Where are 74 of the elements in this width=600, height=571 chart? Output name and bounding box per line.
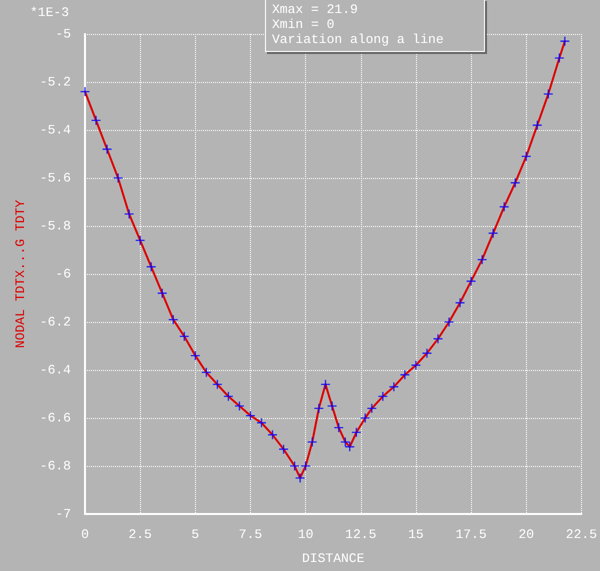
y-tick-label: -5.6 xyxy=(40,170,71,186)
y-tick-label: -6.4 xyxy=(40,362,72,378)
point xyxy=(499,202,510,212)
point xyxy=(201,367,212,378)
y-tick-label: -5.2 xyxy=(40,74,71,90)
point xyxy=(400,370,410,380)
point xyxy=(476,254,488,265)
point xyxy=(360,412,370,424)
y-tick-label: -5.8 xyxy=(40,218,71,234)
point xyxy=(560,36,570,46)
point xyxy=(135,235,146,246)
y-tick-label: -5.4 xyxy=(40,122,72,138)
point xyxy=(314,403,324,414)
x-tick-label: 20 xyxy=(518,527,534,542)
point xyxy=(466,276,476,286)
y-tick-label: -6.6 xyxy=(40,410,71,426)
x-tick-label: 2.5 xyxy=(128,527,152,542)
point xyxy=(444,316,454,328)
point xyxy=(351,427,362,438)
point xyxy=(410,360,422,370)
point xyxy=(223,391,234,402)
point xyxy=(378,391,388,402)
point xyxy=(294,472,306,484)
point xyxy=(454,298,466,308)
point xyxy=(326,400,338,412)
point xyxy=(422,348,432,358)
point xyxy=(102,144,112,154)
point xyxy=(320,379,331,390)
point xyxy=(521,151,532,162)
point xyxy=(179,331,190,342)
point xyxy=(234,400,245,412)
annotation: Variation along a line xyxy=(272,32,445,47)
x-tick-label: 12.5 xyxy=(345,527,376,542)
point xyxy=(90,115,102,126)
y-tick-label: -5 xyxy=(55,26,71,42)
point xyxy=(300,460,311,472)
point xyxy=(278,444,289,454)
x-tick-label: 7.5 xyxy=(238,527,262,542)
point xyxy=(124,208,134,220)
point xyxy=(307,436,318,448)
y-tick-label: -6.2 xyxy=(40,314,71,330)
x-tick-label: 15 xyxy=(408,527,424,542)
point xyxy=(554,52,564,64)
point xyxy=(488,228,498,238)
point xyxy=(543,88,554,100)
text: *1E-3 xyxy=(30,5,70,20)
point xyxy=(168,314,178,325)
x-tick-label: 22.5 xyxy=(566,527,598,542)
point xyxy=(334,422,344,433)
point xyxy=(366,403,377,414)
y-axis-title: NODAL TDTX...G TDTY xyxy=(13,200,28,348)
point xyxy=(432,334,444,344)
x-tick-label: 17.5 xyxy=(455,527,487,542)
point xyxy=(289,460,300,472)
point xyxy=(157,288,168,298)
y-tick-label: -6.8 xyxy=(40,458,71,474)
x-axis-title: DISTANCE xyxy=(302,551,365,566)
point xyxy=(388,382,400,392)
point xyxy=(532,120,542,130)
point xyxy=(80,86,90,97)
point xyxy=(245,410,256,421)
y-tick-label: -6 xyxy=(55,266,71,282)
point xyxy=(190,350,200,361)
point xyxy=(256,418,267,428)
note-box: Xmax = 21.9 Xmin = 0 Variation along a line xyxy=(265,0,485,52)
point xyxy=(146,262,156,272)
x-tick-label: 0 xyxy=(81,527,89,542)
point xyxy=(267,430,278,440)
point xyxy=(510,178,520,188)
point xyxy=(212,379,223,390)
x-tick-label: 10 xyxy=(298,527,314,542)
x-tick-label: 5 xyxy=(191,527,200,542)
y-tick-label: -7 xyxy=(55,506,71,522)
point xyxy=(112,172,124,184)
